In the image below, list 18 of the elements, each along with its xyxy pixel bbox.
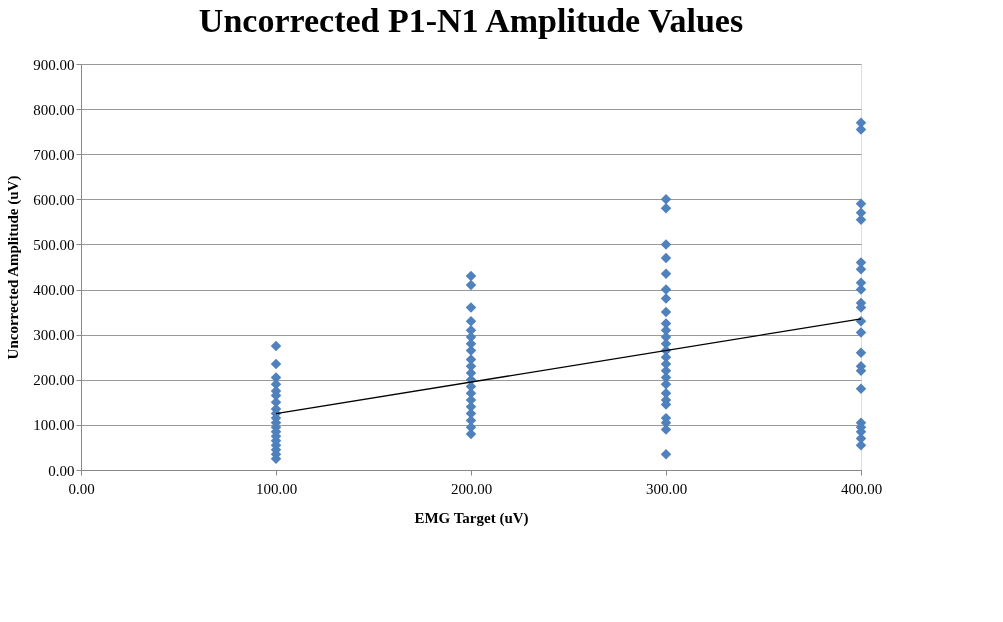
y-tick-label: 900.00 (33, 56, 75, 73)
x-tick-label: 400.00 (840, 480, 883, 497)
y-tick-label: 800.00 (33, 101, 75, 118)
y-tick-label: 600.00 (33, 191, 75, 208)
y-axis-title: Uncorrected Amplitude (uV) (5, 175, 23, 360)
y-tick-label: 700.00 (33, 146, 75, 163)
y-tick-label: 500.00 (33, 236, 75, 253)
x-tick-label: 100.00 (255, 480, 298, 497)
chart-title: Uncorrected P1-N1 Amplitude Values (198, 2, 744, 39)
x-tick-label: 0.00 (68, 480, 95, 497)
y-tick-label: 200.00 (33, 372, 75, 389)
y-tick-label: 300.00 (33, 327, 75, 344)
x-tick-label: 300.00 (645, 480, 688, 497)
y-tick-label: 0.00 (48, 462, 75, 479)
y-tick-label: 400.00 (33, 282, 75, 299)
x-tick-label: 200.00 (450, 480, 493, 497)
x-axis-title: EMG Target (uV) (414, 509, 529, 527)
y-tick-label: 100.00 (33, 417, 75, 434)
